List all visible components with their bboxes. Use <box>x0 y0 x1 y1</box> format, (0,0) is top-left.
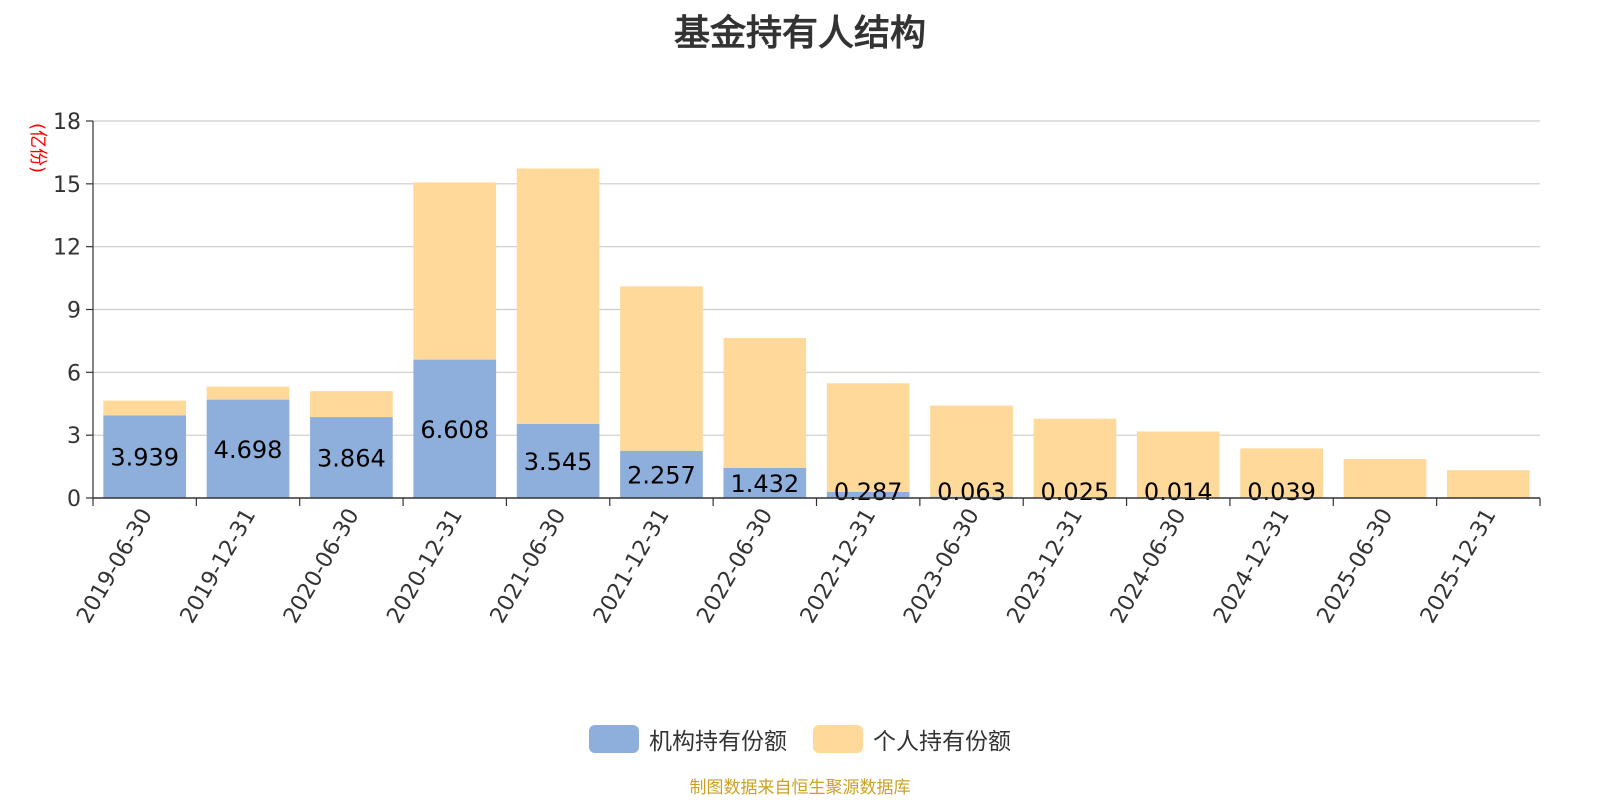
bar-segment[interactable] <box>826 383 910 492</box>
data-labels: 3.939 4.698 3.864 6.608 3.545 2.257 1.432 0.287… <box>110 416 1316 506</box>
stacked-bar-chart: 3.939 4.698 3.864 6.608 3.545 2.257 1.432 0.287… <box>27 110 1541 628</box>
bar-segment[interactable] <box>826 491 910 498</box>
bar-segment[interactable] <box>1136 431 1220 498</box>
y-tick-label: 9 <box>67 299 81 324</box>
data-label: 3.864 <box>317 445 386 473</box>
x-tick-label: 2020-06-30 <box>279 505 365 628</box>
x-tick-label: 2020-12-31 <box>382 505 468 628</box>
x-tick-label: 2025-12-31 <box>1416 505 1502 628</box>
bar-segment[interactable] <box>620 450 703 498</box>
bar-segment[interactable] <box>206 399 290 498</box>
bar-segment[interactable] <box>723 337 807 469</box>
data-label: 4.698 <box>214 436 283 464</box>
x-tick-label: 2019-06-30 <box>72 505 158 628</box>
bar-segment[interactable] <box>103 415 187 498</box>
y-tick-label: 12 <box>53 236 81 261</box>
data-label: 0.063 <box>937 478 1006 506</box>
x-tick-label: 2024-12-31 <box>1209 505 1295 628</box>
bar-segment[interactable] <box>413 182 497 360</box>
data-label: 3.545 <box>524 448 593 476</box>
y-tick-label: 3 <box>67 424 81 449</box>
legend-label-institutional: 机构持有份额 <box>649 729 787 755</box>
bar-segment[interactable] <box>1446 470 1530 498</box>
bar-segment[interactable] <box>413 359 497 498</box>
bar-segment[interactable] <box>620 286 703 451</box>
x-tick-label: 2022-06-30 <box>692 505 778 628</box>
x-tick-label: 2023-12-31 <box>1003 505 1089 628</box>
data-label: 0.287 <box>834 478 903 506</box>
bars <box>103 168 1530 498</box>
bar-segment[interactable] <box>310 417 393 498</box>
x-tick-label: 2024-06-30 <box>1106 505 1192 628</box>
bar-segment[interactable] <box>1343 459 1427 498</box>
x-tick-label: 2025-06-30 <box>1313 505 1399 628</box>
bar-segment[interactable] <box>930 405 1013 497</box>
bar-segment[interactable] <box>516 423 600 498</box>
data-label: 0.039 <box>1247 478 1316 506</box>
data-label: 3.939 <box>110 444 179 472</box>
legend-item-institutional[interactable]: 机构持有份额 <box>589 722 787 756</box>
data-source-note: 制图数据来自恒生聚源数据库 <box>689 778 911 798</box>
bar-segment[interactable] <box>1033 418 1117 498</box>
data-label: 0.014 <box>1144 478 1213 506</box>
chart-title: 基金持有人结构 <box>673 13 926 54</box>
data-label: 0.025 <box>1041 478 1110 506</box>
y-tick-label: 6 <box>67 361 81 386</box>
y-tick-label: 0 <box>67 487 81 512</box>
bar-segment[interactable] <box>206 386 290 400</box>
legend-item-individual[interactable]: 个人持有份额 <box>813 722 1011 756</box>
x-tick-label: 2021-06-30 <box>486 505 572 628</box>
bar-segment[interactable] <box>516 168 600 424</box>
gridlines <box>93 120 1540 436</box>
data-label: 1.432 <box>730 470 799 498</box>
bar-segment[interactable] <box>310 391 393 418</box>
legend-swatch-individual <box>813 725 863 753</box>
data-label: 2.257 <box>627 461 696 489</box>
x-tick-label: 2023-06-30 <box>899 504 985 627</box>
y-tick-label: 15 <box>53 173 81 198</box>
bar-segment[interactable] <box>1240 448 1323 498</box>
bar-segment[interactable] <box>103 400 187 416</box>
x-tick-label: 2022-12-31 <box>796 505 882 628</box>
y-tick-label: 18 <box>53 110 81 135</box>
data-label: 6.608 <box>420 416 489 444</box>
y-axis-label: (亿份) <box>27 123 48 173</box>
x-tick-label: 2021-12-31 <box>589 505 675 628</box>
legend-swatch-institutional <box>589 725 639 753</box>
legend: 机构持有份额 个人持有份额 <box>0 722 1600 756</box>
x-tick-label: 2019-12-31 <box>176 505 262 628</box>
bar-segment[interactable] <box>723 468 807 498</box>
legend-label-individual: 个人持有份额 <box>873 729 1011 755</box>
